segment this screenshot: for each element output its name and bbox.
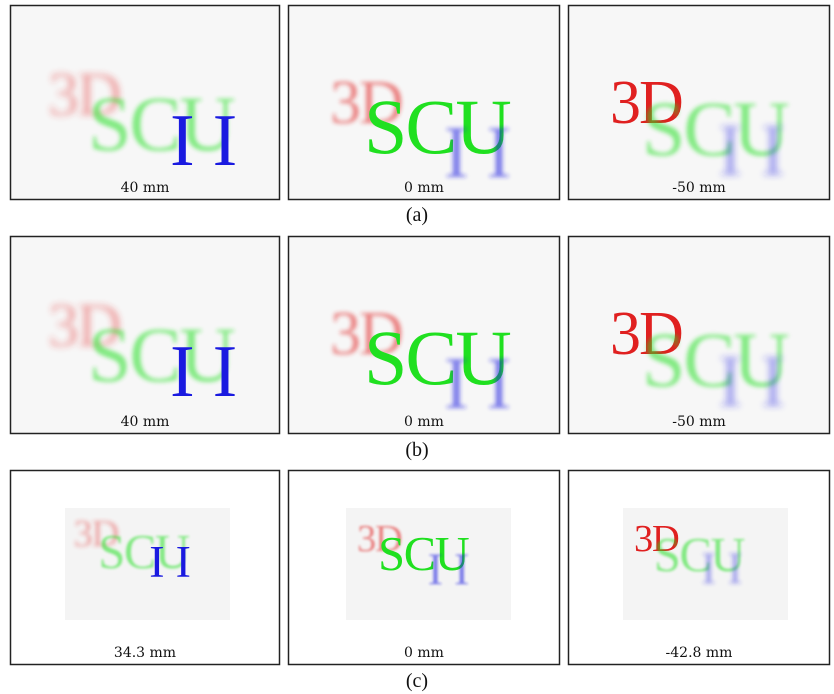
depth-label: -50 mm [672,414,726,430]
depth-label: 40 mm [121,180,170,196]
panel-text: II [718,110,803,192]
depth-label: -50 mm [672,180,726,196]
panel-text: II [444,343,529,425]
panel-text: II [444,112,529,194]
row-caption: (a) [406,204,428,226]
panel-text: II [718,341,803,423]
row-caption: (c) [406,670,428,692]
depth-label: 0 mm [404,645,444,661]
row-caption: (b) [405,439,428,461]
depth-label: 0 mm [404,180,444,196]
depth-label: -42.8 mm [666,645,733,661]
depth-label: 34.3 mm [114,645,176,661]
panel-text: II [701,542,754,593]
panel-text: II [170,331,255,413]
panel-text: II [149,536,202,587]
panel-text: II [170,100,255,182]
panel-text: II [428,544,481,595]
depth-label: 40 mm [121,414,170,430]
depth-label: 0 mm [404,414,444,430]
figure: 3DSCUII40 mm3DSCUII0 mm3DSCUII-50 mm (a) 3… [0,0,834,694]
